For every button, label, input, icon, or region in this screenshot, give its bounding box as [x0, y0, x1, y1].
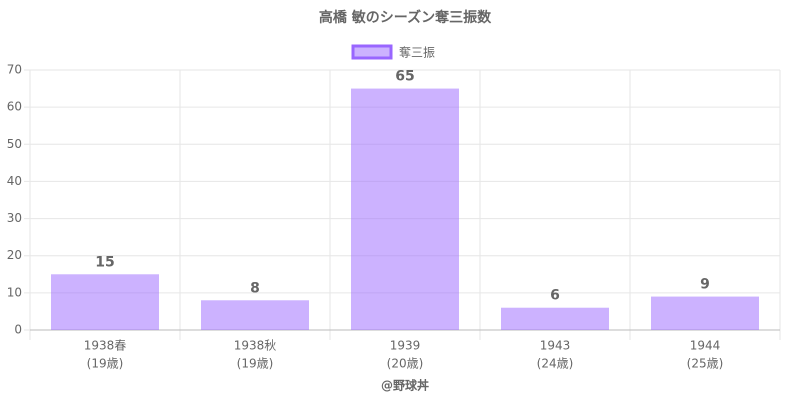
x-tick-label: 1943	[540, 339, 571, 353]
x-tick-label: 1938春	[84, 339, 127, 353]
bar	[651, 296, 759, 330]
x-tick-label: (19歳)	[87, 357, 124, 371]
data-label: 8	[250, 280, 260, 296]
y-tick-label: 10	[7, 285, 22, 299]
data-label: 9	[700, 277, 710, 293]
y-tick-label: 50	[7, 137, 22, 151]
legend-swatch	[351, 44, 393, 60]
chart-title: 高橋 敏のシーズン奪三振数	[319, 9, 492, 26]
x-tick-label: 1944	[690, 339, 721, 353]
data-label: 6	[550, 288, 560, 304]
y-tick-label: 20	[7, 248, 22, 262]
data-label: 15	[95, 254, 114, 270]
x-tick-label: (19歳)	[237, 357, 274, 371]
y-tick-label: 40	[7, 174, 22, 188]
data-label: 65	[395, 69, 414, 85]
y-tick-label: 30	[7, 211, 22, 225]
bar	[501, 307, 609, 330]
x-tick-label: (24歳)	[537, 357, 574, 371]
bar	[351, 88, 459, 330]
x-tick-label: 1938秋	[234, 339, 277, 353]
y-tick-label: 60	[7, 100, 22, 114]
x-axis-label: @野球丼	[381, 378, 429, 393]
x-tick-label: (20歳)	[387, 357, 424, 371]
x-tick-label: (25歳)	[687, 357, 724, 371]
bar	[51, 274, 159, 330]
bar	[201, 300, 309, 330]
y-tick-label: 70	[7, 63, 22, 77]
legend-label: 奪三振	[399, 45, 435, 60]
y-tick-label: 0	[14, 323, 22, 337]
x-tick-label: 1939	[390, 339, 421, 353]
